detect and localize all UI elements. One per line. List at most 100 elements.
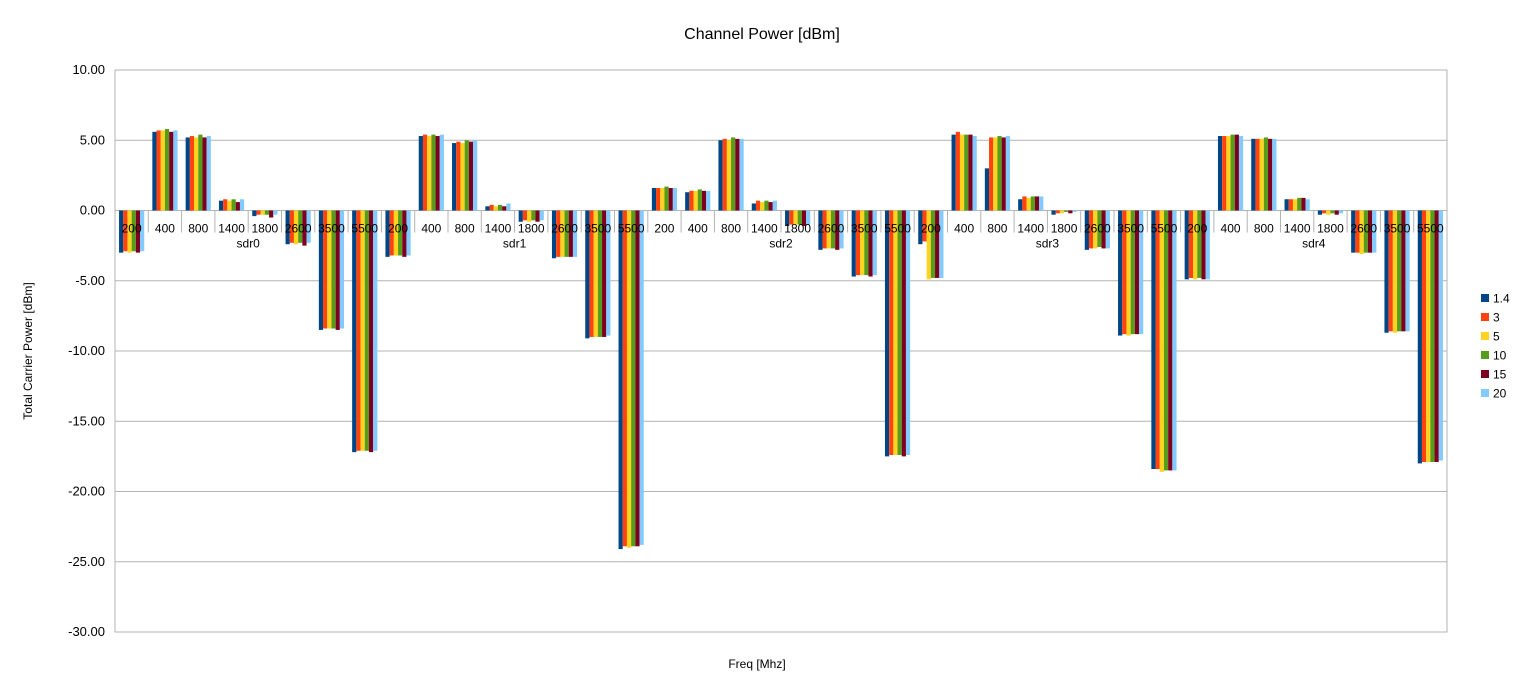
- bar: [1068, 210, 1073, 214]
- bar: [918, 210, 923, 245]
- bar: [1034, 196, 1040, 211]
- bar: [602, 210, 607, 337]
- bar: [335, 210, 340, 330]
- y-tick-label: -30.00: [68, 624, 105, 639]
- legend-swatch: [1481, 332, 1489, 340]
- bar: [223, 199, 228, 211]
- bar: [631, 210, 636, 547]
- bar: [1426, 210, 1431, 462]
- bar: [639, 210, 644, 545]
- bar: [398, 210, 403, 256]
- bar: [589, 210, 594, 337]
- y-tick-label: -25.00: [68, 554, 105, 569]
- bar: [323, 210, 328, 329]
- x-axis-ticks: 200 400 800 1400 1800 2600 3500 5500 200 400 800 14…: [114, 210, 1448, 236]
- bar: [1005, 136, 1011, 211]
- bar: [393, 210, 399, 256]
- bar: [785, 210, 790, 226]
- bars: [119, 129, 1443, 550]
- bar: [1326, 210, 1331, 215]
- bar: [1251, 138, 1256, 211]
- bar: [935, 210, 940, 278]
- legend-swatch: [1481, 313, 1489, 321]
- bar: [473, 140, 478, 211]
- bar: [264, 210, 270, 215]
- bar: [1118, 210, 1123, 336]
- bar: [656, 188, 661, 211]
- bar: [285, 210, 290, 245]
- bar: [1022, 196, 1027, 211]
- bar: [127, 210, 132, 253]
- bar: [693, 190, 698, 211]
- x-tick-label: 1800: [251, 222, 278, 236]
- bar: [772, 200, 777, 211]
- bar: [1088, 210, 1094, 249]
- bar: [1217, 136, 1223, 211]
- bar: [1434, 210, 1439, 462]
- bar: [435, 136, 440, 211]
- bar: [1105, 210, 1110, 249]
- bar: [123, 210, 128, 252]
- bar: [385, 210, 390, 257]
- bar: [755, 200, 761, 211]
- bar: [356, 210, 361, 451]
- bar: [431, 134, 436, 211]
- bar: [439, 134, 444, 211]
- bar: [905, 210, 911, 455]
- bar: [539, 210, 544, 221]
- x-tick-label: 800: [987, 222, 1007, 236]
- bar: [1193, 210, 1198, 280]
- legend: 1.4 3 5 10 15 20: [1481, 292, 1510, 401]
- x-tick-label: 5500: [884, 222, 911, 236]
- legend-label: 3: [1493, 311, 1500, 325]
- x-tick-label: 800: [188, 222, 208, 236]
- bar: [131, 210, 136, 252]
- x-tick-label: 200: [122, 222, 142, 236]
- legend-swatch: [1481, 351, 1489, 359]
- bar: [806, 210, 811, 225]
- bar: [218, 200, 224, 211]
- bar: [327, 210, 332, 329]
- bar: [897, 210, 902, 455]
- x-tick-label: 5500: [351, 222, 378, 236]
- bar: [169, 131, 174, 211]
- x-group-label: sdr0: [237, 237, 261, 251]
- bar: [751, 203, 756, 211]
- bar: [551, 210, 557, 259]
- bar: [1301, 197, 1306, 211]
- y-tick-label: -20.00: [68, 484, 105, 499]
- x-tick-label: 200: [388, 222, 408, 236]
- bar: [1168, 210, 1173, 471]
- bar: [901, 210, 906, 457]
- bar: [1101, 210, 1106, 249]
- bar: [968, 134, 973, 211]
- bar: [331, 210, 336, 329]
- bar: [135, 210, 141, 253]
- x-tick-label: 3500: [1117, 222, 1144, 236]
- bar: [1305, 199, 1310, 211]
- bar: [1097, 210, 1102, 248]
- bar: [493, 206, 498, 211]
- bar: [198, 134, 203, 211]
- bar: [422, 134, 428, 211]
- bar: [460, 143, 465, 211]
- bar: [797, 210, 802, 225]
- bar: [984, 168, 990, 211]
- bar: [664, 186, 669, 211]
- bar: [152, 131, 157, 211]
- bar: [955, 131, 960, 211]
- bar: [418, 136, 423, 211]
- bar: [506, 203, 511, 211]
- x-tick-label: 1400: [218, 222, 245, 236]
- bar: [760, 202, 765, 211]
- bar: [793, 210, 798, 225]
- x-tick-label: 400: [954, 222, 974, 236]
- bar: [1438, 210, 1443, 461]
- x-tick-label: 400: [155, 222, 175, 236]
- bar: [306, 210, 311, 243]
- bar: [1059, 210, 1065, 214]
- bar: [160, 130, 165, 211]
- bar: [485, 206, 490, 211]
- bar: [456, 141, 461, 211]
- bar: [951, 134, 956, 211]
